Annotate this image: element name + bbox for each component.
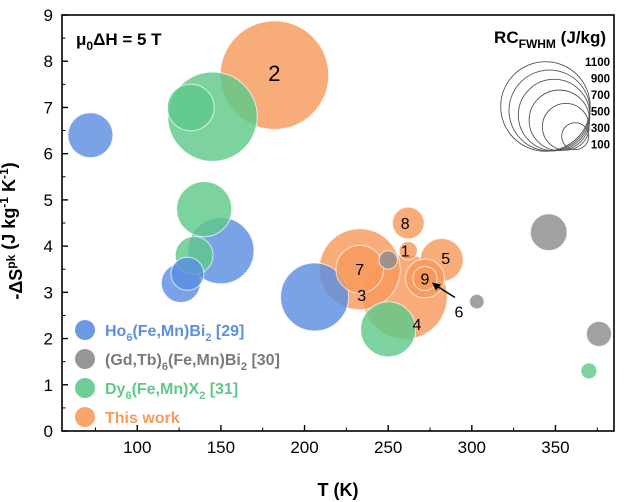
y-tick-label-6: 6 bbox=[44, 145, 53, 164]
bubble-label-6: 6 bbox=[455, 304, 464, 321]
bubble-s2-p5 bbox=[580, 362, 598, 380]
y-tick-label-0: 0 bbox=[44, 422, 53, 441]
size-legend-circle-500 bbox=[528, 89, 590, 151]
bubble-label-7: 7 bbox=[355, 262, 364, 279]
bubble-s2-p1 bbox=[166, 83, 215, 132]
bubble-label-5: 5 bbox=[441, 251, 450, 268]
legend-label-3: This work bbox=[105, 410, 180, 427]
axes: 100 150 200 250 300 350 0 1 2 3 4 5 6 7 8 9 T (K) -ΔSpk (… bbox=[0, 6, 598, 500]
bubble-s1-p0 bbox=[378, 250, 398, 270]
bubble-s3-p2 bbox=[398, 241, 418, 261]
x-tick-label-250: 250 bbox=[374, 438, 402, 457]
bubble-s2-p2 bbox=[176, 181, 233, 238]
y-tick-label-9: 9 bbox=[44, 6, 53, 25]
y-tick-label-1: 1 bbox=[44, 376, 53, 395]
size-legend-label-700: 700 bbox=[591, 90, 610, 102]
size-legend: RCFWHM (J/kg) 1100 900 700 500 300 100 bbox=[494, 28, 610, 152]
legend-label-1: (Gd,Tb)6(Fe,Mn)Bi2 [30] bbox=[105, 352, 280, 373]
x-tick-label-300: 300 bbox=[458, 438, 486, 457]
bubble-s0-p4 bbox=[280, 262, 350, 332]
legend-label-0: Ho6(Fe,Mn)Bi2 [29] bbox=[105, 323, 244, 344]
size-legend-circle-900 bbox=[508, 69, 591, 152]
bubble-s2-p4 bbox=[360, 301, 417, 358]
bubble-label-8: 8 bbox=[401, 216, 410, 233]
bubble-label-9: 9 bbox=[421, 271, 430, 288]
size-legend-label-100: 100 bbox=[591, 140, 610, 152]
bubble-label-3: 3 bbox=[357, 288, 366, 305]
size-legend-label-500: 500 bbox=[591, 107, 610, 119]
bubble-s1-p2 bbox=[529, 213, 568, 252]
bubble-label-2: 2 bbox=[268, 61, 280, 86]
bubble-labels: 2 8 1 5 7 3 9 6 4 bbox=[268, 61, 463, 334]
size-legend-circle-100 bbox=[561, 122, 590, 151]
y-tick-label-4: 4 bbox=[44, 237, 53, 256]
legend-marker-0 bbox=[75, 320, 95, 340]
y-tick-label-7: 7 bbox=[44, 98, 53, 117]
size-legend-title: RCFWHM (J/kg) bbox=[494, 28, 606, 51]
size-legend-label-900: 900 bbox=[591, 74, 610, 86]
y-tick-label-3: 3 bbox=[44, 283, 53, 302]
x-tick-label-350: 350 bbox=[541, 438, 569, 457]
arrow-6-shaft bbox=[435, 284, 456, 299]
size-legend-circle-700 bbox=[517, 78, 591, 152]
y-axis-label: -ΔSpk (J kg-1 K-1) bbox=[0, 162, 26, 299]
bubble-s0-p2 bbox=[170, 256, 205, 291]
bubble-label-4: 4 bbox=[412, 317, 421, 334]
bubble-label-1: 1 bbox=[401, 244, 410, 261]
legend-marker-1 bbox=[75, 349, 95, 369]
y-tick-label-8: 8 bbox=[44, 52, 53, 71]
bubble-s1-p1 bbox=[469, 293, 485, 310]
y-tick-label-2: 2 bbox=[44, 330, 53, 349]
legend-marker-2 bbox=[75, 378, 95, 398]
size-legend-circle-300 bbox=[541, 102, 590, 151]
y-tick-label-5: 5 bbox=[44, 191, 53, 210]
arrow-6-head bbox=[431, 282, 441, 291]
bubble-s3-p4 bbox=[335, 244, 385, 294]
size-legend-label-300: 300 bbox=[591, 123, 610, 135]
legend-label-2: Dy6(Fe,Mn)X2 [31] bbox=[105, 381, 238, 402]
bubble-s3-p7 bbox=[412, 265, 438, 292]
x-tick-label-100: 100 bbox=[123, 438, 151, 457]
bubble-s1-p3 bbox=[585, 320, 613, 347]
legend-marker-3 bbox=[75, 407, 95, 427]
bubble-s0-p0 bbox=[67, 112, 114, 159]
x-axis-label: T (K) bbox=[318, 480, 359, 500]
series-legend: Ho6(Fe,Mn)Bi2 [29] (Gd,Tb)6(Fe,Mn)Bi2 [30… bbox=[75, 320, 280, 427]
size-legend-label-1100: 1100 bbox=[585, 57, 610, 69]
bubbles bbox=[67, 20, 613, 380]
x-tick-label-200: 200 bbox=[290, 438, 318, 457]
bubble-s3-p1 bbox=[391, 206, 425, 240]
field-annotation: μ0ΔH = 5 T bbox=[76, 30, 162, 53]
x-tick-label-150: 150 bbox=[207, 438, 235, 457]
